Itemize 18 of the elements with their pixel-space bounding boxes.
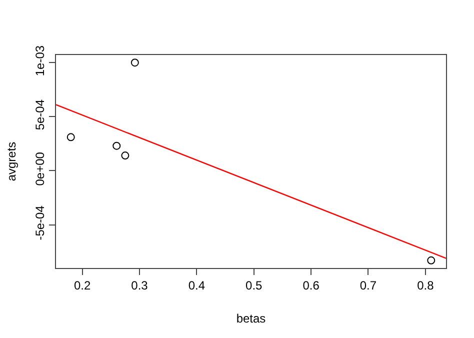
x-tick-label: 0.8 <box>417 278 434 292</box>
x-axis-title: betas <box>236 311 266 326</box>
point <box>121 152 130 160</box>
x-tick-label: 0.5 <box>246 278 263 292</box>
x-tick-label: 0.2 <box>74 278 91 292</box>
y-tick-label: 0e+00 <box>33 152 48 186</box>
y-axis-title: avgrets <box>4 142 18 182</box>
point <box>66 133 75 142</box>
y-tick-label: 5e-04 <box>33 99 48 130</box>
x-tick-label: 0.4 <box>188 278 206 292</box>
x-tick-label: 0.3 <box>131 278 148 292</box>
point <box>112 142 121 150</box>
point <box>130 58 139 67</box>
x-tick-label: 0.6 <box>302 278 320 292</box>
x-tick-label: 0.7 <box>360 278 377 292</box>
y-tick-label: -5e-04 <box>33 205 48 240</box>
point <box>427 256 436 264</box>
y-tick-label: 1e-03 <box>33 45 48 76</box>
